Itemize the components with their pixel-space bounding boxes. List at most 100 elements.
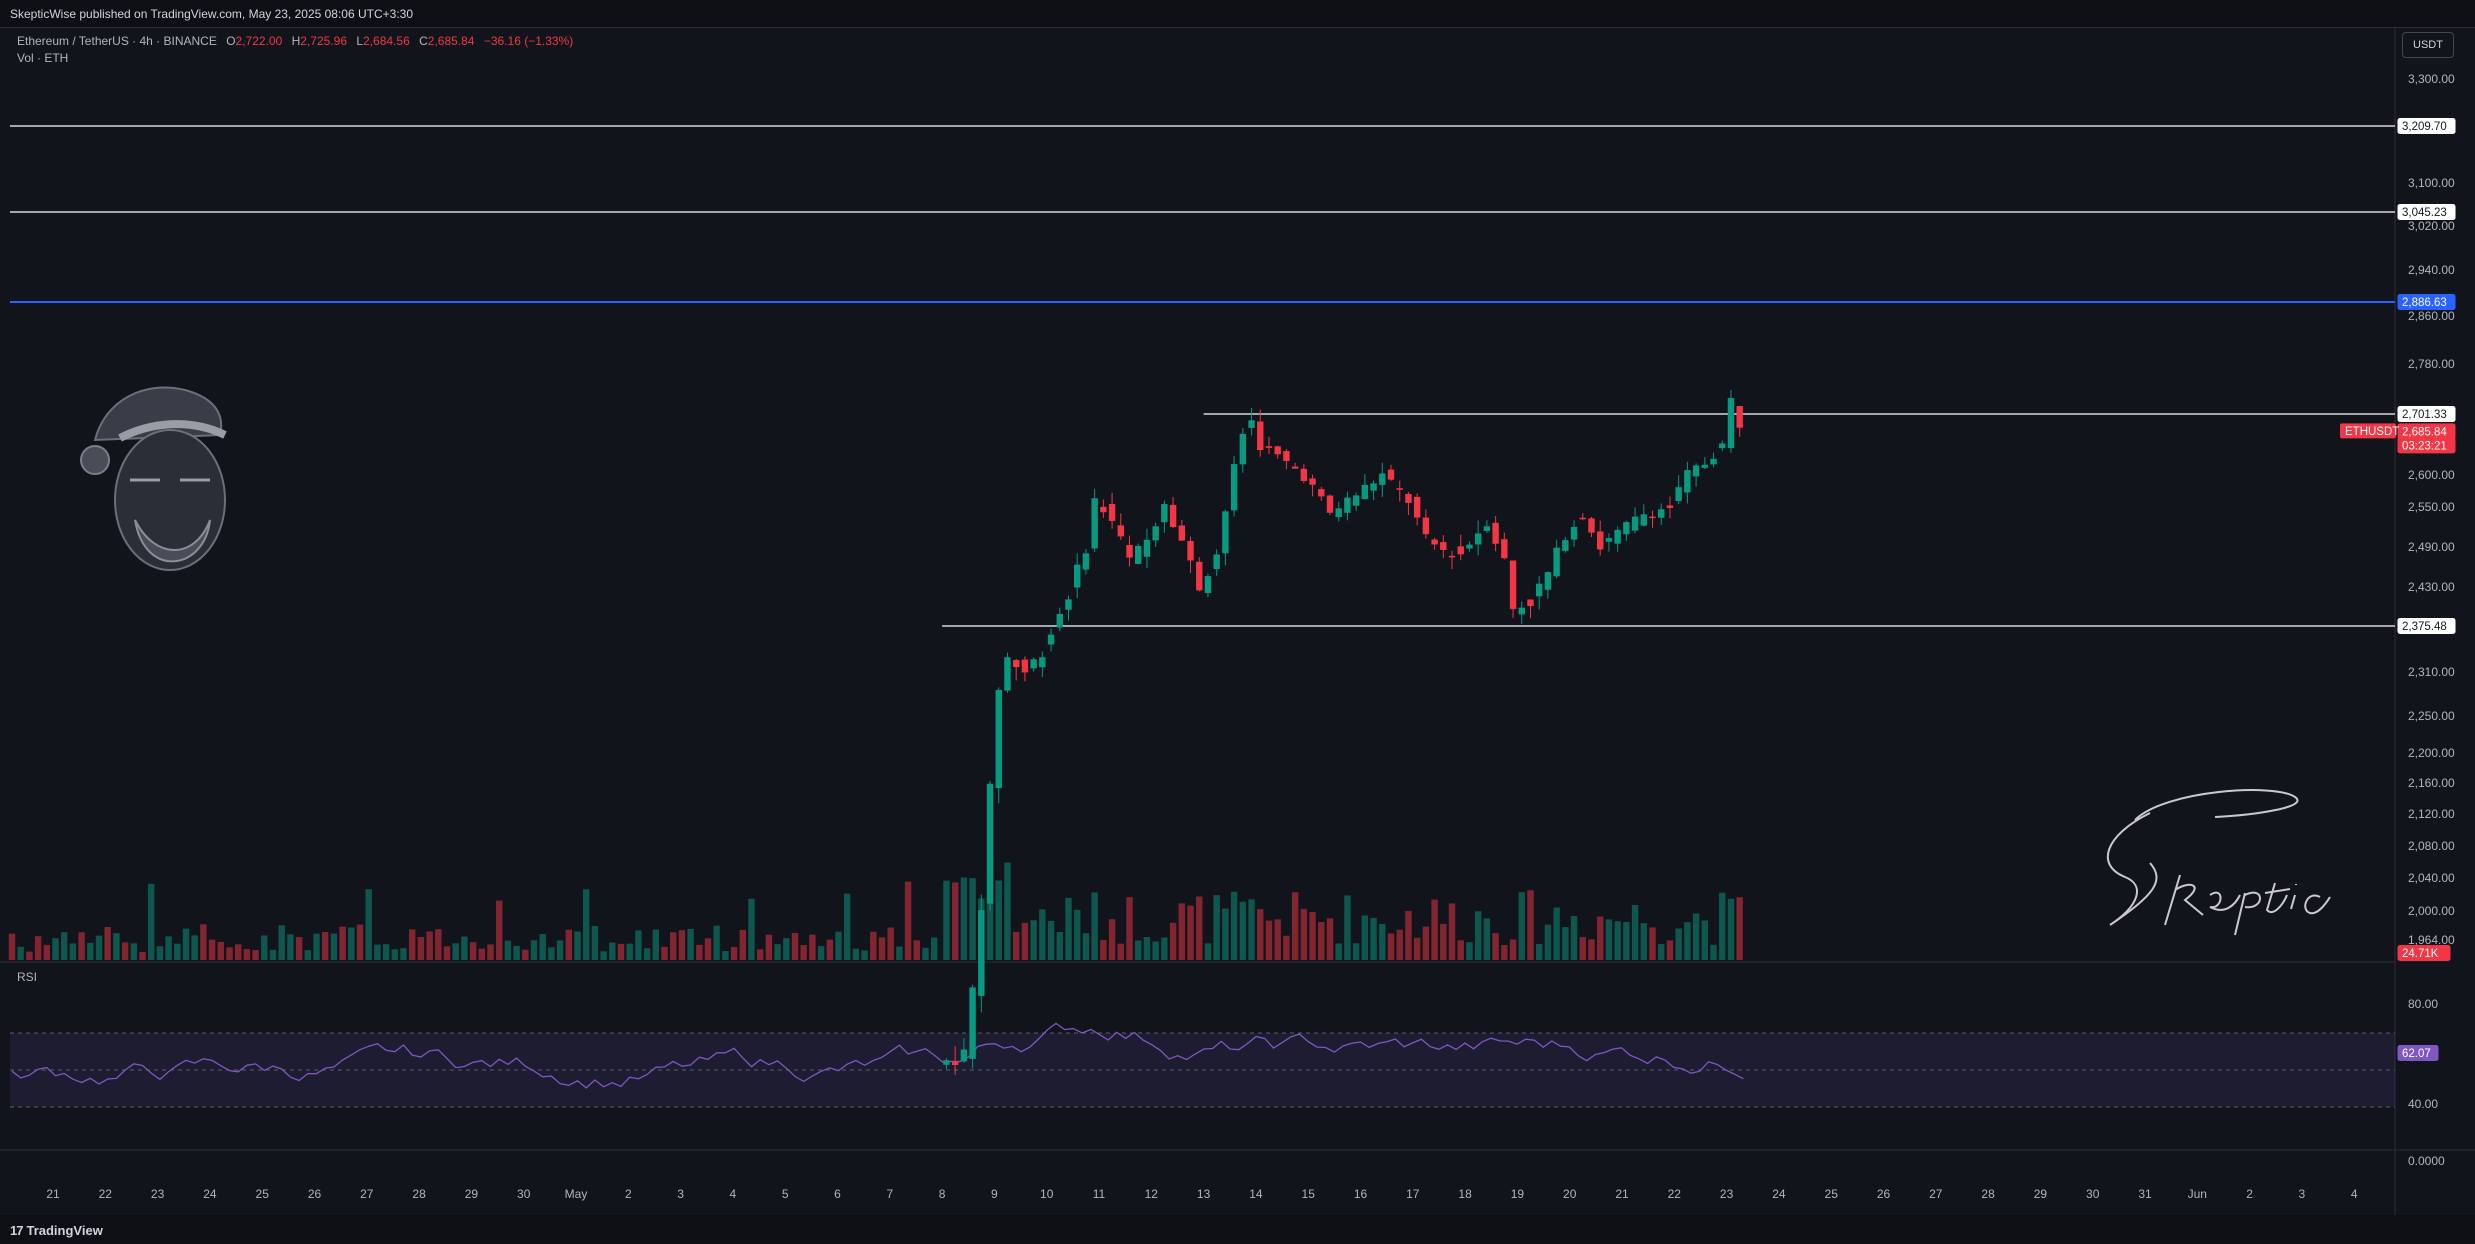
volume-bar [896,946,903,960]
volume-bar [687,928,694,960]
volume-bar [1344,895,1351,960]
volume-bar [1640,923,1647,960]
volume-bar [1614,921,1621,960]
candle-body [1126,544,1133,558]
rsi-legend[interactable]: RSI [17,970,38,984]
volume-bar [322,932,329,960]
volume-bar [1143,936,1151,960]
volume-bar [374,944,381,960]
candle-body [1196,561,1203,591]
time-tick-label: 18 [1458,1187,1472,1201]
volume-bar [1326,918,1334,960]
volume-bar [1692,913,1700,960]
currency-button[interactable]: USDT [2402,32,2454,58]
candle-body [1169,504,1177,527]
volume-bar [1658,944,1665,960]
volume-bar [1518,892,1525,960]
horizontal-levels [10,125,2395,627]
volume-bar [539,934,546,960]
candle-body [1692,465,1700,477]
candle-body [1579,517,1586,520]
level-badge-text: 2,701.33 [2402,409,2447,421]
candle-body [1021,659,1029,673]
last-price-badge: 2,685.84 [2397,423,2456,440]
volume-bar [1492,933,1499,960]
level-badge: 2,375.48 [2397,618,2456,634]
tradingview-brand[interactable]: 17 TradingView [10,1223,103,1238]
price-tick-label: 2,940.00 [2408,263,2455,277]
time-tick-label: 25 [1825,1187,1839,1201]
volume-bar [1675,928,1682,960]
volume-bar [835,931,842,960]
volume-bar [1065,897,1072,960]
candle-body [969,987,976,1059]
price-chart[interactable]: 3,300.00 3,100.00 3,020.00 2,940.00 2,860.00… [0,0,2475,1215]
volume-bar [1021,922,1029,960]
volume-bar [287,934,294,960]
low-value: 2,684.56 [363,34,410,48]
volume-bar [960,877,968,960]
rsi-badge-text: 62.07 [2402,1048,2431,1060]
candle-layer [943,389,1743,1076]
candle-body [1056,613,1063,628]
volume-bar [783,938,790,960]
time-tick-label: 14 [1249,1187,1263,1201]
volume-bar [382,944,390,960]
candle-body [1562,540,1569,551]
volume-bar [1100,940,1107,960]
volume-bar [1309,912,1316,960]
volume-bar [200,924,207,960]
candle-body [1405,493,1412,503]
publish-header: SkepticWise published on TradingView.com… [0,0,2475,28]
volume-bar [1605,919,1613,960]
volume-layer [8,862,1743,960]
volume-bar [43,944,50,960]
high-label: H [291,34,301,48]
candle-body [960,1049,968,1062]
volume-bar [1074,909,1081,960]
candle-body [1344,497,1351,513]
time-tick-label: 4 [730,1187,737,1201]
candle-body [1143,539,1151,557]
volume-bar [696,944,703,960]
candle-body [1666,505,1674,508]
volume-bar [478,948,485,960]
symbol-name[interactable]: Ethereum / TetherUS · 4h · BINANCE [17,34,217,48]
volume-bar [757,949,764,960]
volume-bar [1004,862,1011,960]
rsi-pane [10,1022,2395,1108]
volume-bar [1501,944,1508,960]
volume-bar [878,937,886,960]
volume-bar [1466,942,1473,960]
volume-bar [52,938,59,960]
volume-bar [1039,909,1046,960]
candle-body [1605,538,1613,542]
volume-legend[interactable]: Vol · ETH [17,51,69,65]
candle-body [1387,469,1395,480]
volume-bar [739,929,746,960]
volume-bar [417,937,425,960]
candle-body [1361,484,1369,499]
price-tick-label: 2,120.00 [2408,807,2455,821]
rsi-line [11,1022,1744,1089]
candle-body [951,1061,959,1066]
volume-bar [913,940,920,960]
volume-bar [1379,923,1386,960]
symbol-legend: Ethereum / TetherUS · 4h · BINANCE O2,72… [17,34,573,48]
level-badge-box [2397,618,2456,634]
volume-bar [1178,903,1186,960]
level-badge-box [2397,118,2456,134]
candle-body [1466,544,1473,549]
rsi-tick-label: 80.00 [2408,997,2438,1011]
volume-bar [1623,921,1630,960]
candle-body [1213,554,1220,569]
volume-bar [887,927,894,960]
time-tick-label: 7 [886,1187,893,1201]
candle-body [1509,560,1517,610]
volume-bar [504,940,512,960]
volume-bar [130,943,137,960]
candle-body [1474,533,1482,545]
time-tick-label: 19 [1511,1187,1525,1201]
volume-bar [1736,897,1743,960]
price-tick-label: 1,964.00 [2408,933,2455,947]
